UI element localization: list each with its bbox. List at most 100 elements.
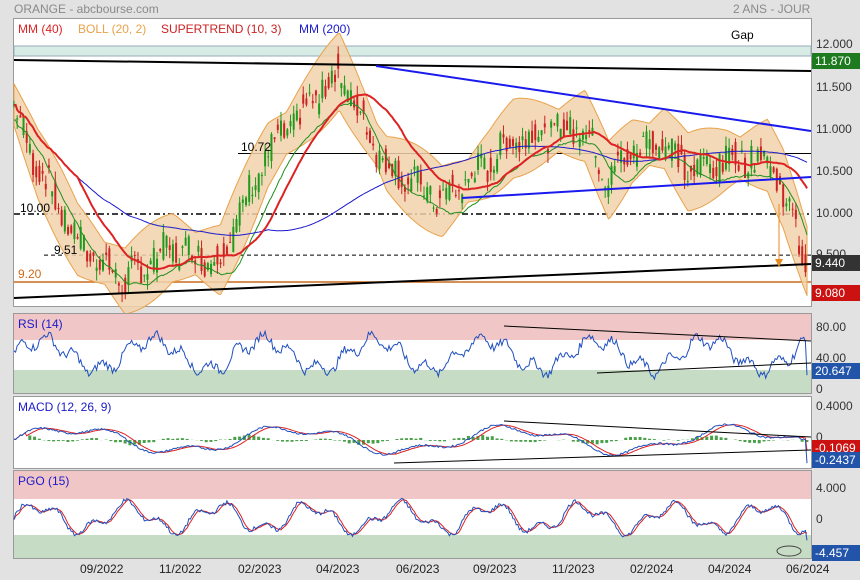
rsi-line <box>13 329 808 381</box>
macd-histogram-bar <box>533 440 537 443</box>
price-candle <box>105 252 108 256</box>
price-candle <box>512 139 515 146</box>
price-candle <box>496 158 499 172</box>
macd-histogram-bar <box>261 437 265 440</box>
price-candle <box>423 195 426 197</box>
price-candle <box>365 132 368 135</box>
price-candle <box>25 131 28 143</box>
macd-histogram-bar <box>724 437 728 440</box>
macd-chart <box>13 420 812 464</box>
macd-histogram-bar <box>95 438 99 440</box>
pgo-chart <box>13 471 811 558</box>
macd-histogram-bar <box>80 439 84 440</box>
price-candle <box>569 117 572 135</box>
x-label-06-2023: 06/2023 <box>396 562 440 576</box>
price-candle <box>489 157 492 173</box>
price-candle <box>359 111 362 113</box>
macd-histogram-bar <box>500 438 504 440</box>
level-10-72: 10.72 <box>241 140 272 154</box>
price-candle <box>324 85 327 97</box>
macd-histogram-bar <box>252 435 256 440</box>
price-candle <box>750 145 753 169</box>
macd-histogram-bar <box>133 440 137 445</box>
macd-histogram-bar <box>705 436 709 440</box>
level-9-20: 9.20 <box>18 267 42 281</box>
price-candle <box>740 149 743 152</box>
price-candle <box>334 74 337 82</box>
price-candle <box>35 166 38 178</box>
price-candle <box>737 165 740 171</box>
price-candle <box>264 150 267 167</box>
price-candle <box>225 246 228 255</box>
price-candle <box>448 182 451 200</box>
price-candle <box>613 166 616 172</box>
rsi-panel: RSI (14) <box>13 313 812 394</box>
price-candle <box>384 148 387 173</box>
price-candle <box>670 138 673 161</box>
x-label-04-2023: 04/2023 <box>316 562 360 576</box>
macd-histogram-bar <box>485 436 489 440</box>
price-candle <box>108 248 111 270</box>
macd-histogram-bar <box>56 440 60 442</box>
price-candle <box>499 132 502 156</box>
tick-10-5: 10.500 <box>816 164 853 178</box>
macd-histogram-bar <box>409 437 413 440</box>
price-candle <box>343 85 346 95</box>
price-candle <box>508 138 511 149</box>
price-candle <box>111 270 114 273</box>
price-candle <box>426 187 429 202</box>
price-candle <box>276 124 279 130</box>
rsi-value-tag: 20.647 <box>812 363 860 379</box>
macd-histogram-bar <box>600 440 604 444</box>
pgo-tick-4: 4.000 <box>816 481 847 495</box>
macd-histogram-bar <box>767 440 771 441</box>
price-candle <box>616 151 619 156</box>
macd-histogram-bar <box>295 440 299 442</box>
price-candle <box>442 189 445 191</box>
level-10-00: 10.00 <box>20 201 51 215</box>
pgo-signal-line <box>13 498 808 537</box>
price-candle <box>432 207 435 209</box>
price-candle <box>721 162 724 172</box>
price-candle <box>232 226 235 252</box>
price-candle <box>368 130 371 143</box>
price-candle <box>16 118 19 120</box>
price-candle <box>744 157 747 178</box>
macd-histogram-bar <box>376 440 380 444</box>
price-candle <box>295 110 298 121</box>
x-label-02-2024: 02/2024 <box>630 562 674 576</box>
mm40-line <box>13 93 808 270</box>
macd-histogram-bar <box>171 438 175 440</box>
price-candle <box>610 165 613 185</box>
macd-histogram-bar <box>185 438 189 440</box>
macd-histogram-bar <box>90 437 94 440</box>
macd-histogram-bar <box>347 440 351 444</box>
macd-histogram-bar <box>381 440 385 442</box>
price-candle <box>709 164 712 174</box>
macd-histogram-bar <box>595 440 599 445</box>
price-candle <box>696 159 699 175</box>
price-candle <box>658 147 661 160</box>
price-candle <box>314 90 317 96</box>
macd-histogram-bar <box>438 440 442 442</box>
price-candle <box>798 245 801 255</box>
price-chart <box>13 32 812 315</box>
price-candle <box>146 274 149 280</box>
price-candle <box>311 101 314 104</box>
tick-11: 11.000 <box>816 122 852 136</box>
macd-histogram-bar <box>428 440 432 441</box>
price-candle <box>79 226 82 249</box>
price-candle <box>248 175 251 202</box>
price-candle <box>537 136 540 142</box>
macd-histogram-bar <box>333 440 337 441</box>
price-candle <box>454 194 457 196</box>
price-candle <box>124 277 127 293</box>
pgo-highlight-circle <box>776 545 802 557</box>
price-candle <box>521 136 524 141</box>
price-candle <box>715 167 718 177</box>
macd-histogram-bar <box>528 440 532 443</box>
macd-histogram-bar <box>462 437 466 440</box>
pgo-tick-0: 0 <box>816 512 823 526</box>
price-candle <box>340 83 343 89</box>
price-candle <box>254 185 257 190</box>
